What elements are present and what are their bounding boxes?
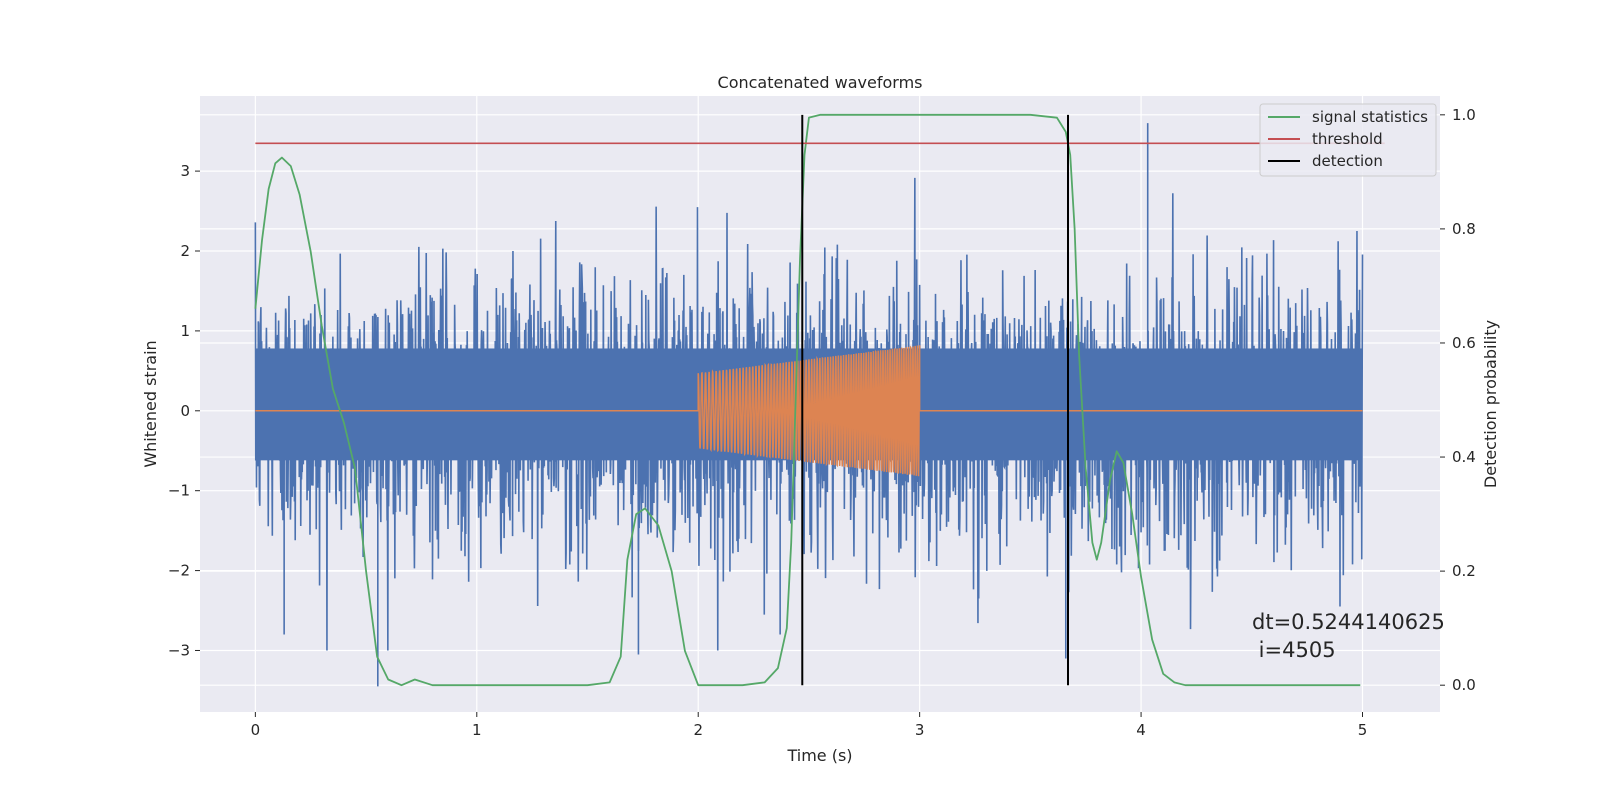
annotation-dt: dt=0.5244140625 bbox=[1252, 610, 1445, 634]
legend: signal statistics threshold detection bbox=[1259, 103, 1437, 177]
signal-statistics-line bbox=[254, 113, 1361, 687]
legend-label: signal statistics bbox=[1312, 108, 1428, 126]
x-tick-label: 4 bbox=[1136, 721, 1146, 739]
x-tick-label: 1 bbox=[472, 721, 482, 739]
y-tick-label-left: 2 bbox=[180, 242, 190, 260]
y-tick-label-right: 0.4 bbox=[1452, 448, 1476, 466]
legend-box bbox=[1259, 103, 1437, 177]
y-tick-label-right: 0.8 bbox=[1452, 220, 1476, 238]
y-tick-label-right: 0.0 bbox=[1452, 676, 1476, 694]
injection-line bbox=[255, 345, 1363, 477]
y-tick-label-left: −3 bbox=[168, 641, 190, 659]
x-axis-label: Time (s) bbox=[786, 746, 852, 765]
legend-label: threshold bbox=[1312, 130, 1383, 148]
series-layer bbox=[254, 113, 1385, 687]
x-tick-label: 0 bbox=[251, 721, 261, 739]
axes-layer: 0 1 2 3 4 5 −3 −2 −1 0 1 2 3 0.0 0.2 0.4 0.6 0.8 1.0 bbox=[168, 106, 1476, 739]
x-tick-label: 5 bbox=[1358, 721, 1368, 739]
y-tick-label-left: −2 bbox=[168, 562, 190, 580]
annotation-i: i=4505 bbox=[1252, 638, 1336, 662]
x-tick-label: 3 bbox=[915, 721, 925, 739]
y-tick-label-left: 0 bbox=[180, 402, 190, 420]
y-tick-label-right: 0.6 bbox=[1452, 334, 1476, 352]
x-tick-label: 2 bbox=[693, 721, 703, 739]
y-tick-label-right: 1.0 bbox=[1452, 106, 1476, 124]
chart-title: Concatenated waveforms bbox=[718, 73, 923, 92]
legend-label: detection bbox=[1312, 152, 1383, 170]
y-tick-label-left: −1 bbox=[168, 482, 190, 500]
y-tick-label-left: 3 bbox=[180, 162, 190, 180]
y-axis-label-right: Detection probability bbox=[1481, 320, 1500, 488]
y-axis-label-left: Whitened strain bbox=[141, 340, 160, 467]
y-tick-label-left: 1 bbox=[180, 322, 190, 340]
y-tick-label-right: 0.2 bbox=[1452, 562, 1476, 580]
